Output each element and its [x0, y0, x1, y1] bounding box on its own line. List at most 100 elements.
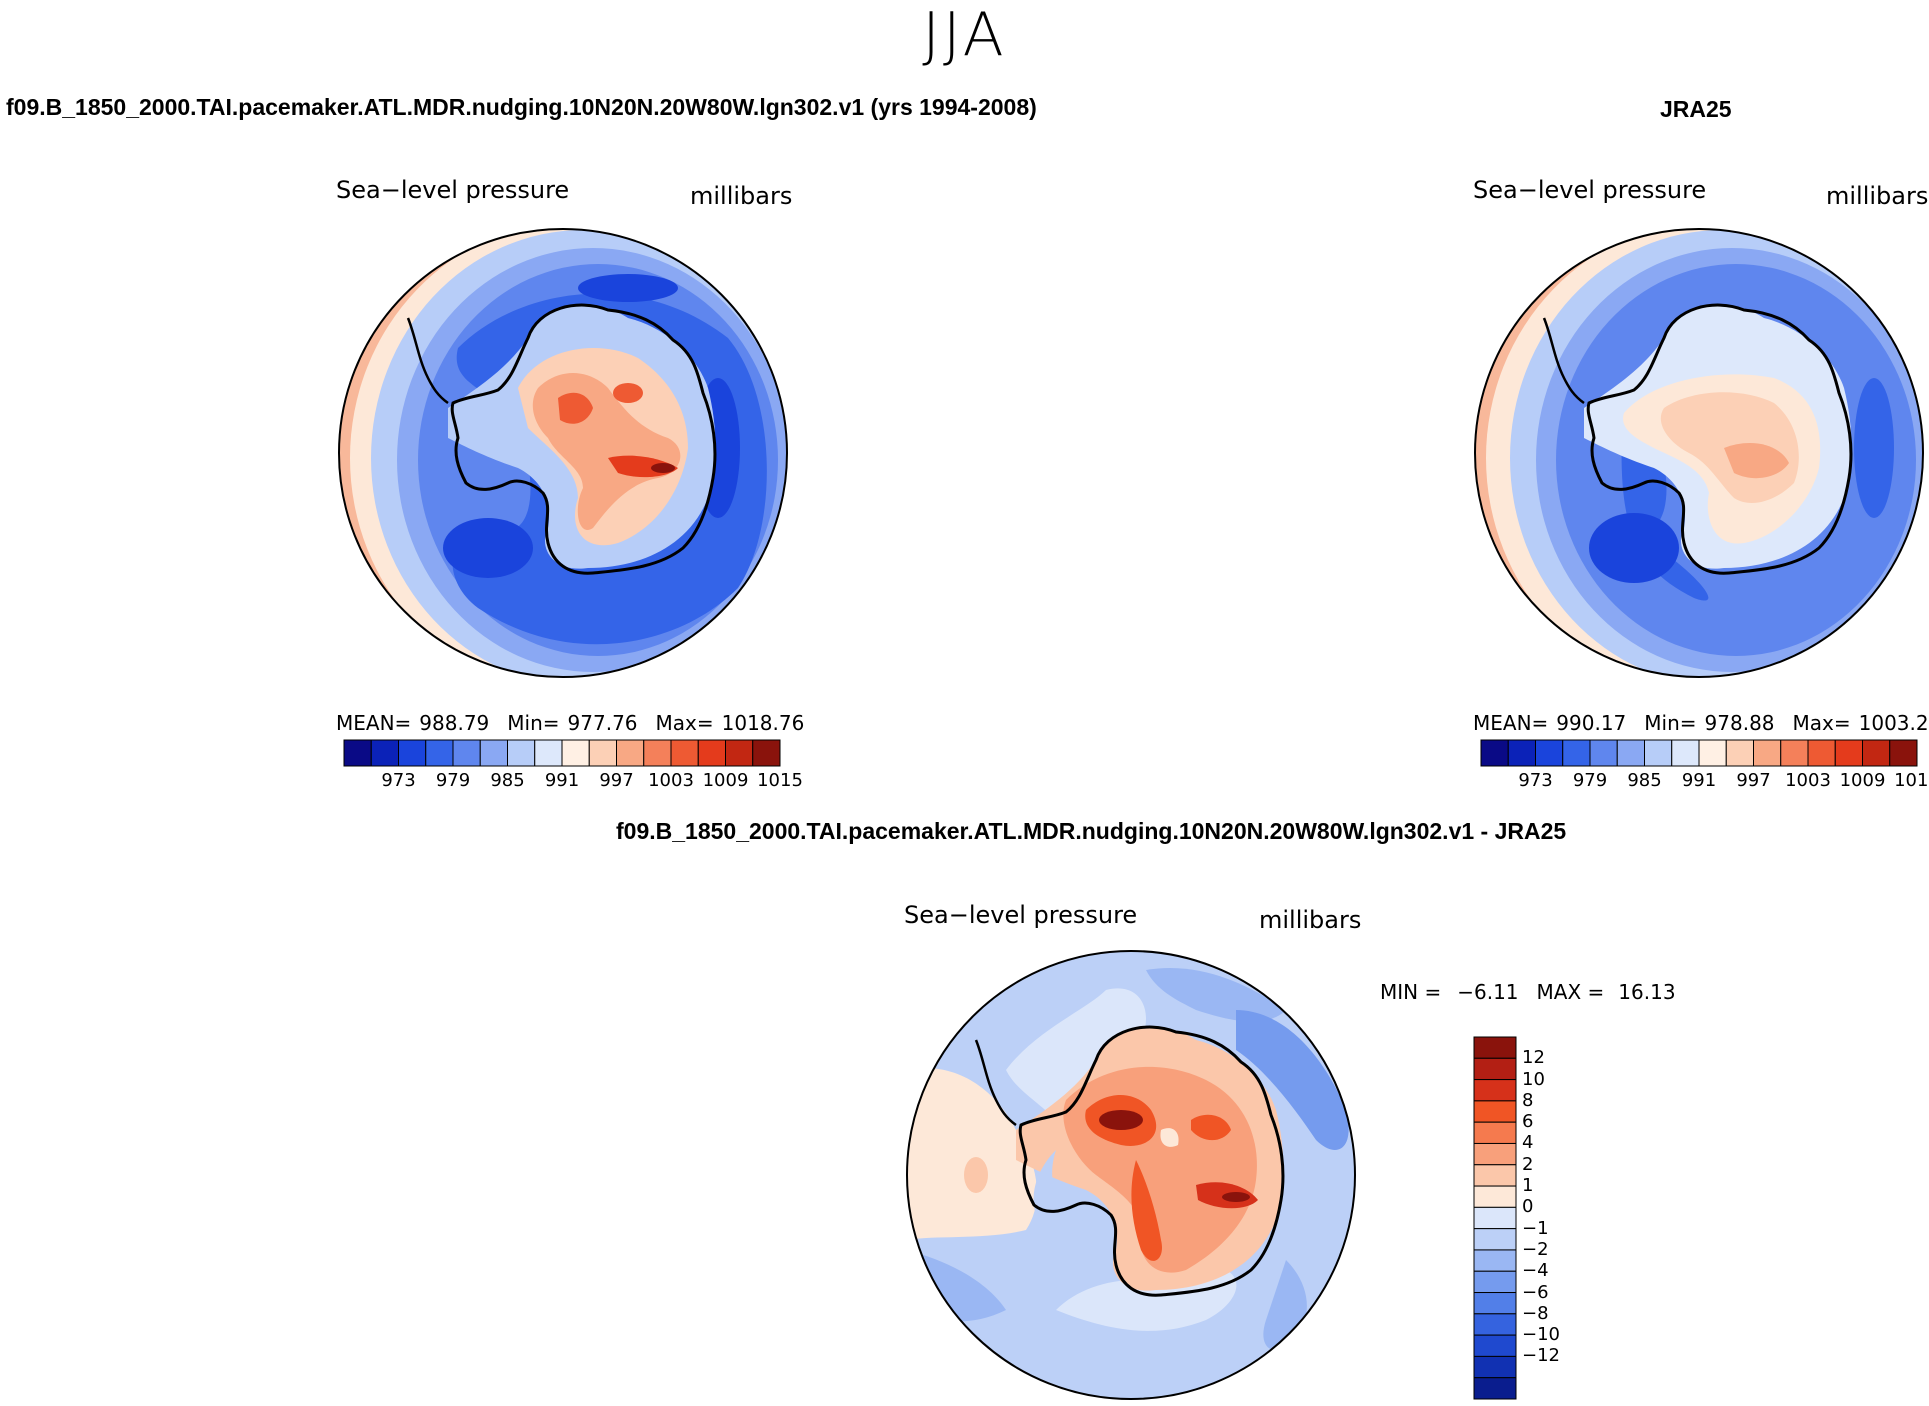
obs-colorbar-tick-label: 991	[1681, 770, 1717, 791]
model-coastline	[450, 303, 717, 575]
diff-colorbar-tick-label: 4	[1522, 1132, 1534, 1154]
diff-colorbar-tick-label: 8	[1522, 1089, 1534, 1111]
diff-colorbar-swatch	[1473, 1164, 1517, 1187]
obs-colorbar-tick-label: 973	[1518, 770, 1553, 791]
diff-colorbar-tick-label: 10	[1522, 1068, 1545, 1090]
diff-positive-west	[907, 1068, 1037, 1240]
obs-colorbar-swatch	[1616, 739, 1645, 767]
obs-coastline	[1586, 303, 1853, 575]
diff-colorbar-swatch	[1473, 1036, 1517, 1059]
model-colorbar-swatch	[752, 739, 781, 767]
model-polar-map	[338, 228, 788, 678]
obs-colorbar-swatch	[1562, 739, 1591, 767]
diff-colorbar-swatch	[1473, 1377, 1517, 1400]
diff-colorbar	[1473, 1036, 1517, 1400]
obs-colorbar	[1480, 739, 1918, 767]
model-colorbar-swatch	[588, 739, 617, 767]
diff-colorbar-swatch	[1473, 1292, 1517, 1315]
obs-polar-map	[1474, 228, 1924, 678]
model-colorbar	[343, 739, 781, 767]
obs-colorbar-swatch	[1753, 739, 1782, 767]
obs-colorbar-swatch	[1780, 739, 1809, 767]
diff-colorbar-tick-label: 2	[1522, 1153, 1534, 1175]
obs-panel-title: JRA25	[1660, 96, 1732, 122]
model-panel-title: f09.B_1850_2000.TAI.pacemaker.ATL.MDR.nu…	[6, 94, 1037, 120]
model-stats: MEAN= 988.79 Min= 977.76 Max= 1018.76	[336, 711, 805, 735]
model-colorbar-swatch	[670, 739, 699, 767]
diff-colorbar-swatch	[1473, 1355, 1517, 1379]
diff-polar-map	[906, 950, 1356, 1400]
obs-units-label: millibars	[1826, 182, 1929, 210]
diff-colorbar-tick-label: 0	[1522, 1196, 1534, 1218]
model-colorbar-tick-label: 973	[381, 770, 416, 791]
obs-colorbar-ticks: 973 979 985 991 997 1003 1009 1015	[1481, 770, 1929, 794]
diff-colorbar-swatch	[1473, 1228, 1517, 1251]
obs-colorbar-swatch	[1535, 739, 1564, 767]
model-colorbar-tick-label: 997	[599, 770, 634, 791]
obs-colorbar-swatch	[1480, 739, 1509, 767]
obs-colorbar-swatch	[1507, 739, 1536, 767]
diff-colorbar-tick-label: −1	[1522, 1217, 1549, 1239]
diff-colorbar-swatch	[1473, 1100, 1517, 1123]
obs-colorbar-tick-label: 979	[1572, 770, 1608, 791]
diff-panel-title: f09.B_1850_2000.TAI.pacemaker.ATL.MDR.nu…	[616, 818, 1567, 844]
obs-colorbar-tick-label: 1015	[1894, 770, 1929, 791]
diff-colorbar-ticks: 12 10 8 6 4 2 1 0 −1 −2 −4 −6 −8 −10 −12	[1522, 1037, 1582, 1399]
obs-colorbar-swatch	[1698, 739, 1727, 767]
model-colorbar-tick-label: 1015	[757, 770, 803, 791]
diff-colorbar-tick-label: −6	[1522, 1281, 1549, 1303]
model-colorbar-swatch	[343, 739, 372, 767]
obs-colorbar-swatch	[1589, 739, 1618, 767]
obs-colorbar-tick-label: 997	[1736, 770, 1771, 791]
model-colorbar-swatch	[534, 739, 563, 767]
model-colorbar-swatch	[425, 739, 454, 767]
model-colorbar-swatch	[398, 739, 427, 767]
diff-colorbar-swatch	[1473, 1079, 1517, 1102]
obs-variable-label: Sea−level pressure	[1473, 176, 1707, 204]
model-colorbar-swatch	[370, 739, 399, 767]
model-colorbar-tick-label: 991	[544, 770, 580, 791]
diff-colorbar-swatch	[1473, 1206, 1517, 1230]
model-colorbar-swatch	[616, 739, 645, 767]
diff-colorbar-tick-label: −8	[1522, 1302, 1549, 1324]
diff-colorbar-tick-label: 1	[1522, 1175, 1534, 1197]
diff-colorbar-swatch	[1473, 1334, 1517, 1357]
diff-colorbar-tick-label: −12	[1522, 1345, 1560, 1367]
obs-colorbar-swatch	[1725, 739, 1754, 767]
model-colorbar-tick-label: 1003	[648, 770, 694, 791]
diff-colorbar-swatch	[1473, 1270, 1517, 1294]
season-title: JJA	[922, 0, 1007, 70]
model-colorbar-tick-label: 985	[490, 770, 525, 791]
obs-colorbar-swatch	[1834, 739, 1863, 767]
diff-stats: MIN = −6.11 MAX = 16.13	[1380, 980, 1676, 1004]
obs-colorbar-swatch	[1671, 739, 1700, 767]
obs-colorbar-tick-label: 985	[1627, 770, 1662, 791]
diff-negative-east	[1236, 1010, 1349, 1150]
obs-colorbar-swatch	[1862, 739, 1891, 767]
diff-colorbar-tick-label: 6	[1522, 1111, 1534, 1133]
diff-variable-label: Sea−level pressure	[904, 901, 1138, 929]
diff-colorbar-swatch	[1473, 1249, 1517, 1272]
diff-colorbar-swatch	[1473, 1313, 1517, 1336]
model-variable-label: Sea−level pressure	[336, 176, 570, 204]
model-colorbar-swatch	[697, 739, 726, 767]
diff-colorbar-swatch	[1473, 1185, 1517, 1208]
diff-colorbar-tick-label: −2	[1522, 1238, 1549, 1260]
model-colorbar-swatch	[725, 739, 754, 767]
diff-colorbar-swatch	[1473, 1121, 1517, 1144]
obs-colorbar-tick-label: 1003	[1785, 770, 1831, 791]
model-units-label: millibars	[690, 182, 793, 210]
obs-colorbar-swatch	[1644, 739, 1673, 767]
model-colorbar-swatch	[452, 739, 481, 767]
obs-colorbar-tick-label: 1009	[1839, 770, 1886, 791]
model-colorbar-swatch	[561, 739, 590, 767]
obs-colorbar-swatch	[1807, 739, 1836, 767]
diff-colorbar-tick-label: −10	[1522, 1324, 1560, 1346]
diff-colorbar-tick-label: −4	[1522, 1260, 1549, 1282]
diff-colorbar-swatch	[1473, 1142, 1517, 1166]
obs-colorbar-swatch	[1889, 739, 1918, 767]
model-colorbar-swatch	[643, 739, 672, 767]
model-colorbar-swatch	[507, 739, 536, 767]
diff-units-label: millibars	[1259, 906, 1362, 934]
